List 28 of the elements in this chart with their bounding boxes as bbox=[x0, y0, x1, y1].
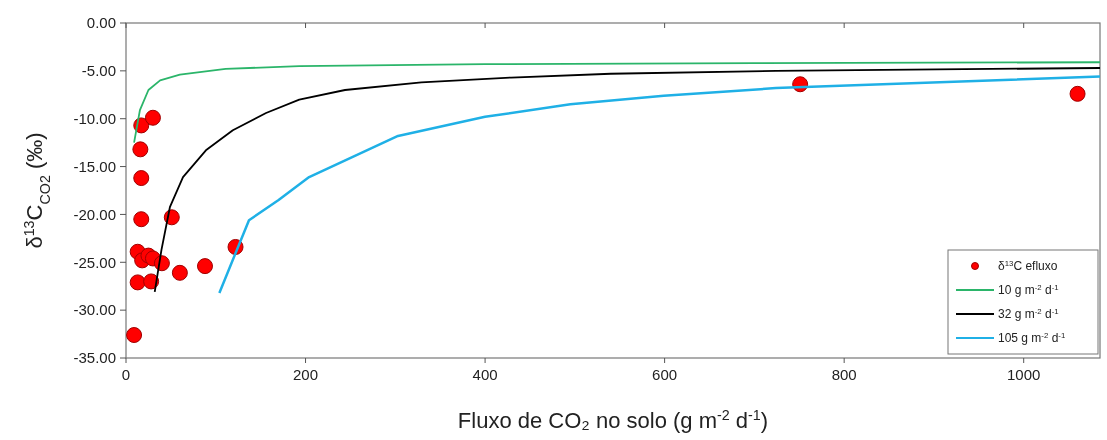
point bbox=[171, 264, 188, 281]
point bbox=[1069, 85, 1086, 102]
legend-label: 105 g m$^{-2}$ d$^{-1}$ bbox=[998, 330, 1066, 346]
x-axis-title: Fluxo de CO₂ no solo (g m$^{-2}$ d$^{-1}$) bbox=[457, 407, 769, 433]
point bbox=[197, 258, 213, 275]
legend-label: 10 g m$^{-2}$ d$^{-1}$ bbox=[998, 282, 1059, 298]
legend-label: 32 g m$^{-2}$ d$^{-1}$ bbox=[998, 306, 1059, 322]
y-tick-label: 0.00 bbox=[86, 14, 116, 32]
x-tick-label: 200 bbox=[293, 366, 319, 383]
y-tick-label: -30.00 bbox=[73, 301, 116, 319]
x-tick-label: 1000 bbox=[1007, 366, 1041, 383]
point bbox=[132, 141, 149, 158]
point bbox=[129, 274, 146, 291]
y-tick-label: -35.00 bbox=[73, 349, 116, 367]
point bbox=[133, 170, 150, 187]
point bbox=[126, 327, 143, 344]
point bbox=[133, 211, 150, 228]
x-tick-label: 400 bbox=[472, 366, 498, 383]
point bbox=[144, 109, 161, 126]
legend-label: δ$^{13}$C efluxo bbox=[998, 258, 1058, 274]
x-tick-label: 600 bbox=[652, 366, 678, 383]
y-tick-label: -5.00 bbox=[81, 62, 116, 80]
y-tick-label: -10.00 bbox=[73, 109, 116, 127]
y-tick-label: -20.00 bbox=[73, 205, 116, 223]
x-tick-label: 0 bbox=[121, 366, 131, 383]
y-tick-label: -15.00 bbox=[73, 157, 116, 175]
y-tick-label: -25.00 bbox=[73, 253, 116, 271]
x-tick-label: 800 bbox=[831, 366, 857, 383]
